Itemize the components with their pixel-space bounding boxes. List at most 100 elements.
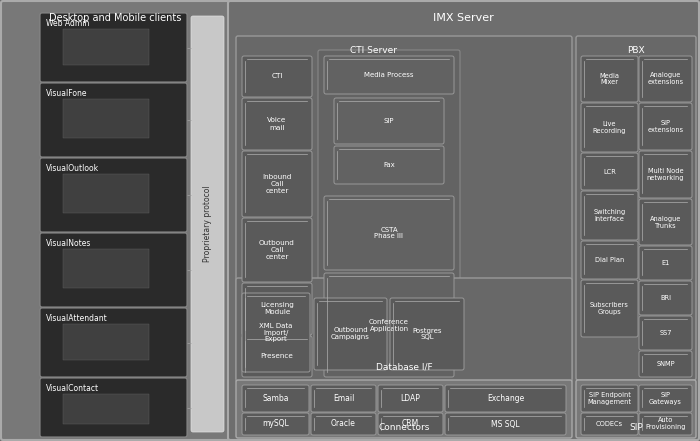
Text: IMX Server: IMX Server: [433, 13, 494, 23]
Text: VisualFone: VisualFone: [46, 89, 88, 98]
Text: CTI: CTI: [272, 74, 283, 79]
Bar: [64, 324, 149, 360]
Text: Email: Email: [332, 394, 354, 403]
Text: Connectors: Connectors: [378, 423, 430, 432]
FancyBboxPatch shape: [236, 36, 572, 380]
FancyBboxPatch shape: [242, 336, 312, 377]
FancyBboxPatch shape: [639, 103, 692, 150]
Text: Switching
Interface: Switching Interface: [594, 209, 626, 222]
Text: Oracle: Oracle: [331, 419, 356, 429]
FancyBboxPatch shape: [191, 16, 224, 432]
FancyBboxPatch shape: [581, 56, 638, 102]
Text: CRM: CRM: [402, 419, 419, 429]
FancyBboxPatch shape: [334, 146, 444, 184]
Text: Presence: Presence: [260, 354, 293, 359]
FancyBboxPatch shape: [639, 151, 692, 198]
FancyBboxPatch shape: [242, 413, 309, 435]
FancyBboxPatch shape: [40, 158, 187, 232]
FancyBboxPatch shape: [639, 281, 692, 315]
FancyBboxPatch shape: [581, 280, 638, 337]
Text: SNMP: SNMP: [656, 361, 675, 367]
FancyBboxPatch shape: [639, 246, 692, 280]
Text: SIP: SIP: [629, 423, 643, 432]
Text: CSTA
Phase III: CSTA Phase III: [374, 227, 403, 239]
Bar: [64, 29, 149, 65]
FancyBboxPatch shape: [581, 191, 638, 240]
Text: LCR: LCR: [603, 168, 616, 175]
Text: Auto
Provisioning: Auto Provisioning: [645, 418, 686, 430]
Text: Media Process: Media Process: [364, 72, 414, 78]
Text: Voice
mail: Voice mail: [267, 117, 287, 131]
Text: Proprietary protocol: Proprietary protocol: [203, 186, 212, 262]
Text: Live
Recording: Live Recording: [593, 121, 626, 134]
Text: Database I/F: Database I/F: [376, 363, 433, 372]
FancyBboxPatch shape: [324, 273, 454, 377]
Text: Postgres
SQL: Postgres SQL: [412, 328, 442, 340]
Text: E1: E1: [662, 260, 670, 266]
FancyBboxPatch shape: [581, 103, 638, 152]
Text: Analogue
Trunks: Analogue Trunks: [650, 216, 681, 228]
FancyBboxPatch shape: [314, 298, 387, 370]
Text: Fax: Fax: [383, 162, 395, 168]
Text: SIP
Gateways: SIP Gateways: [649, 392, 682, 405]
FancyBboxPatch shape: [242, 283, 312, 335]
FancyBboxPatch shape: [242, 151, 312, 217]
Text: Samba: Samba: [262, 394, 288, 403]
Bar: [64, 249, 149, 288]
Text: SIP Endpoint
Management: SIP Endpoint Management: [587, 392, 631, 405]
Text: Subscribers
Groups: Subscribers Groups: [590, 302, 629, 315]
Text: CTI Server: CTI Server: [351, 46, 398, 55]
Text: Conference
Application: Conference Application: [369, 318, 409, 332]
Text: SS7: SS7: [659, 330, 672, 336]
FancyBboxPatch shape: [236, 278, 572, 382]
Text: LDAP: LDAP: [400, 394, 421, 403]
FancyBboxPatch shape: [378, 413, 443, 435]
FancyBboxPatch shape: [639, 351, 692, 377]
Text: VisualNotes: VisualNotes: [46, 239, 92, 248]
Text: mySQL: mySQL: [262, 419, 289, 429]
FancyBboxPatch shape: [334, 98, 444, 144]
Text: Web Admin: Web Admin: [46, 19, 90, 28]
FancyBboxPatch shape: [639, 316, 692, 350]
Bar: [64, 394, 149, 424]
FancyBboxPatch shape: [242, 98, 312, 150]
FancyBboxPatch shape: [236, 380, 572, 438]
FancyBboxPatch shape: [581, 241, 638, 279]
Text: VisualOutlook: VisualOutlook: [46, 164, 99, 173]
Text: SIP: SIP: [384, 118, 394, 124]
FancyBboxPatch shape: [639, 385, 692, 412]
FancyBboxPatch shape: [576, 36, 696, 380]
Text: VisualContact: VisualContact: [46, 384, 99, 393]
FancyBboxPatch shape: [242, 218, 312, 282]
Text: Licensing
Module: Licensing Module: [260, 303, 294, 315]
FancyBboxPatch shape: [318, 50, 460, 380]
Bar: [64, 99, 149, 138]
FancyBboxPatch shape: [311, 413, 376, 435]
Text: Multi Node
networking: Multi Node networking: [647, 168, 685, 181]
Text: PBX: PBX: [627, 46, 645, 55]
Text: Outbound
Call
center: Outbound Call center: [259, 240, 295, 260]
FancyBboxPatch shape: [576, 380, 696, 438]
FancyBboxPatch shape: [390, 298, 464, 370]
FancyBboxPatch shape: [40, 13, 187, 82]
FancyBboxPatch shape: [242, 293, 310, 372]
Text: MS SQL: MS SQL: [491, 419, 520, 429]
Text: BRI: BRI: [660, 295, 671, 301]
FancyBboxPatch shape: [639, 413, 692, 435]
FancyBboxPatch shape: [228, 1, 699, 440]
FancyBboxPatch shape: [445, 385, 566, 412]
Text: Dial Plan: Dial Plan: [595, 257, 624, 263]
FancyBboxPatch shape: [581, 385, 638, 412]
FancyBboxPatch shape: [242, 56, 312, 97]
FancyBboxPatch shape: [639, 56, 692, 102]
FancyBboxPatch shape: [324, 56, 454, 94]
Text: Analogue
extensions: Analogue extensions: [648, 72, 684, 86]
FancyBboxPatch shape: [445, 413, 566, 435]
Text: XML Data
Import/
Export: XML Data Import/ Export: [259, 322, 293, 343]
FancyBboxPatch shape: [639, 199, 692, 245]
Text: VisualAttendant: VisualAttendant: [46, 314, 108, 323]
FancyBboxPatch shape: [40, 308, 187, 377]
Text: SIP
extensions: SIP extensions: [648, 120, 684, 133]
Text: Media
Mixer: Media Mixer: [599, 72, 620, 86]
Text: Outbound
Campaigns: Outbound Campaigns: [331, 328, 370, 340]
